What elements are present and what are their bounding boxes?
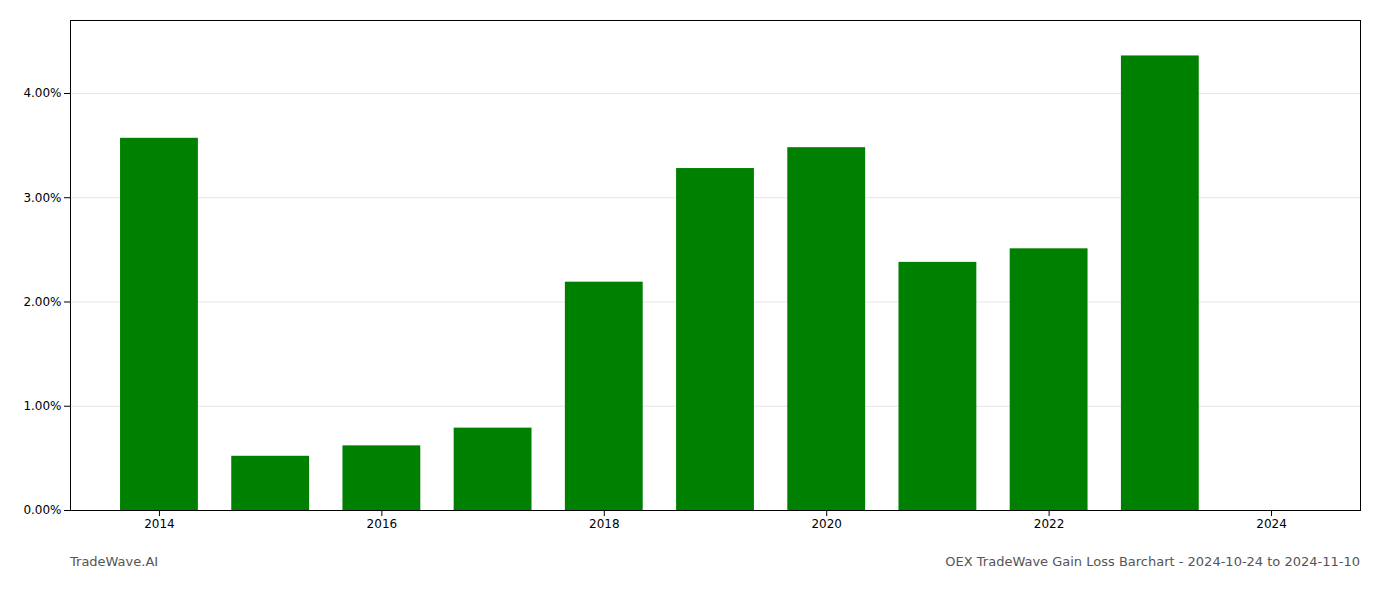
svg-text:2024: 2024 bbox=[1256, 517, 1287, 531]
svg-text:2018: 2018 bbox=[589, 517, 620, 531]
html-text:TradeWave.AI: TradeWave.AI bbox=[70, 554, 159, 569]
html-text:OEX TradeWave Gain Loss Barcha: OEX TradeWave Gain Loss Barchart - 2024-… bbox=[945, 554, 1360, 569]
svg-text:2016: 2016 bbox=[367, 517, 398, 531]
svg-text:0.00%: 0.00% bbox=[23, 503, 61, 517]
svg-text:3.00%: 3.00% bbox=[23, 191, 61, 205]
svg-text:1.00%: 1.00% bbox=[23, 399, 61, 413]
svg-text:2022: 2022 bbox=[1034, 517, 1065, 531]
svg-text:4.00%: 4.00% bbox=[23, 86, 61, 100]
svg-text:2.00%: 2.00% bbox=[23, 295, 61, 309]
svg-text:2014: 2014 bbox=[144, 517, 175, 531]
svg-text:2020: 2020 bbox=[811, 517, 842, 531]
